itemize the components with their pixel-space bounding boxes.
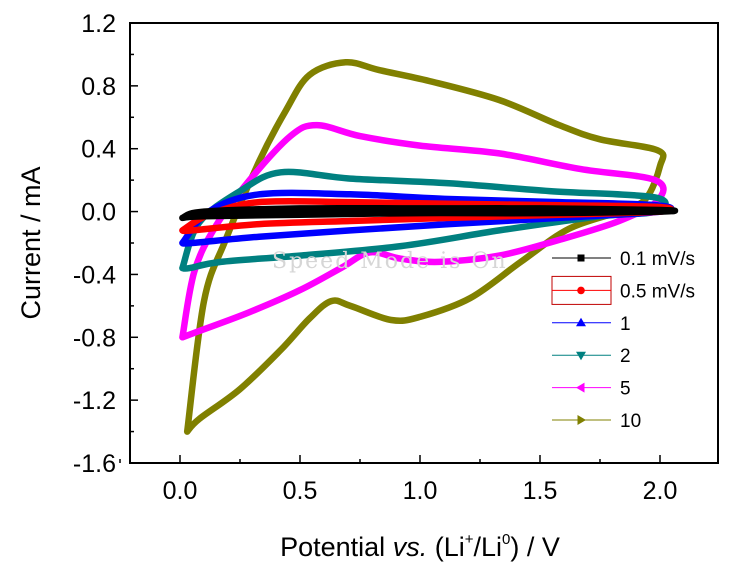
y-tick-label: 0.8 bbox=[81, 73, 116, 101]
x-tick-label: 0.5 bbox=[283, 477, 318, 505]
legend-label-2: 1 bbox=[620, 314, 631, 335]
legend-marker-square bbox=[577, 254, 585, 262]
legend-label-3: 2 bbox=[620, 346, 631, 367]
x-tick-label: 0.0 bbox=[163, 477, 198, 505]
series-line-0 bbox=[179, 204, 679, 222]
y-tick-label: 1.2 bbox=[81, 10, 116, 38]
legend-label-4: 5 bbox=[620, 379, 631, 400]
x-axis-title-paren: (Li bbox=[427, 532, 465, 562]
legend-label-1: 0.5 mV/s bbox=[620, 281, 695, 302]
legend-marker-triangle-up bbox=[576, 317, 586, 327]
x-tick-label: 2.0 bbox=[643, 477, 678, 505]
x-axis-title-sup1: + bbox=[465, 531, 474, 548]
y-tick-label: -1.6 bbox=[73, 450, 116, 478]
x-axis-title-sup2: 0 bbox=[502, 531, 510, 548]
x-axis-title-mid: /Li bbox=[473, 532, 502, 562]
y-axis-title: Current / mA bbox=[16, 166, 46, 319]
axis-ticks: 0.0 0.5 1.0 1.5 2.0 1.2 0.8 0.4 0.0 -0.4 -0.8 -1.2 -… bbox=[73, 10, 677, 505]
legend-marker-triangle-down bbox=[576, 351, 586, 361]
x-tick-label: 1.5 bbox=[523, 477, 558, 505]
x-tick-label: 1.0 bbox=[403, 477, 438, 505]
legend-marker-circle bbox=[577, 286, 585, 295]
y-tick-label: -1.2 bbox=[73, 387, 116, 415]
x-axis-title-main: Potential bbox=[280, 532, 393, 562]
legend-marker-triangle-left bbox=[576, 382, 585, 393]
curves-layer bbox=[179, 59, 679, 435]
y-tick-label: 0.4 bbox=[81, 136, 116, 164]
watermark-text: Speed Mode is On bbox=[272, 249, 508, 274]
legend: 0.1 mV/s 0.5 mV/s 1 2 5 10 bbox=[551, 249, 695, 432]
legend-label-0: 0.1 mV/s bbox=[620, 249, 695, 270]
legend-marker-triangle-right bbox=[577, 415, 586, 425]
y-tick-label: -0.8 bbox=[73, 324, 116, 352]
series-line-5 bbox=[183, 59, 667, 435]
x-axis-title-tail: ) / V bbox=[510, 532, 560, 562]
series-line-4 bbox=[179, 121, 667, 341]
y-tick-label: -0.4 bbox=[73, 261, 116, 289]
x-axis-title: Potential vs. (Li+/Li0) / V bbox=[280, 531, 560, 562]
legend-label-5: 10 bbox=[620, 411, 641, 432]
x-axis-title-italic: vs. bbox=[393, 532, 428, 562]
y-tick-label: 0.0 bbox=[81, 199, 116, 227]
